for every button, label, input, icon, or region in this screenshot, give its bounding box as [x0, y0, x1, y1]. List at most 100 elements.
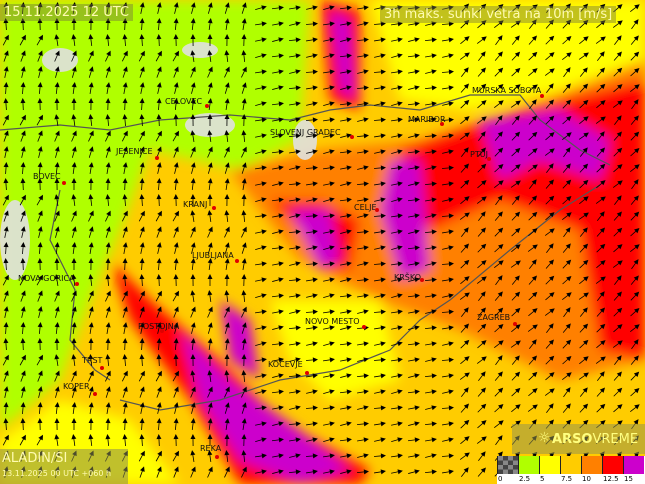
wind-arrow	[37, 370, 43, 382]
wind-arrow	[3, 130, 9, 142]
wind-arrow	[3, 258, 9, 271]
wind-arrow	[340, 21, 352, 27]
wind-arrow	[3, 242, 9, 255]
wind-arrow	[323, 405, 335, 411]
wind-arrow	[357, 5, 369, 11]
wind-arrow	[71, 290, 77, 302]
wind-arrow	[54, 146, 60, 158]
city-marker	[212, 206, 216, 210]
wind-arrow	[579, 339, 589, 349]
wind-arrow	[288, 85, 301, 91]
wind-arrow	[272, 469, 284, 475]
wind-arrow	[407, 101, 420, 107]
wind-arrow	[477, 227, 486, 237]
wind-arrow	[173, 354, 179, 367]
wind-arrow	[425, 53, 437, 59]
wind-arrow	[441, 213, 454, 219]
wind-arrow	[19, 194, 26, 206]
wind-arrow	[271, 293, 284, 299]
wind-arrow	[305, 261, 318, 267]
wind-arrow	[374, 101, 386, 107]
wind-arrow	[339, 389, 352, 395]
wind-arrow	[271, 101, 284, 107]
wind-arrow	[494, 67, 504, 77]
wind-arrow	[122, 242, 128, 254]
wind-arrow	[562, 275, 572, 285]
wind-arrow	[494, 163, 504, 173]
wind-arrow	[562, 339, 572, 349]
wind-arrow	[562, 259, 572, 269]
wind-arrow	[88, 146, 94, 158]
wind-arrow	[408, 261, 420, 267]
wind-arrow	[495, 35, 503, 46]
wind-arrow	[306, 133, 318, 139]
wind-arrow	[271, 341, 284, 347]
wind-arrow	[408, 213, 420, 219]
wind-arrow	[442, 197, 454, 203]
city-label: LJUBLJANA	[192, 251, 234, 260]
wind-arrow	[88, 2, 94, 14]
wind-arrow	[374, 325, 386, 331]
wind-arrow	[323, 133, 335, 139]
wind-arrow	[424, 277, 437, 283]
city-label: BOVEC	[33, 172, 61, 181]
wind-arrow	[3, 18, 9, 31]
wind-arrow	[306, 37, 318, 43]
wind-arrow	[121, 210, 128, 222]
city-label: TRST	[82, 356, 103, 365]
wind-arrow	[139, 2, 145, 14]
wind-arrow	[88, 306, 94, 318]
wind-arrow	[425, 453, 437, 459]
wind-arrow	[391, 453, 403, 459]
legend-label: 5	[540, 475, 545, 483]
wind-arrow	[272, 85, 284, 91]
wind-arrow	[510, 340, 521, 348]
wind-arrow	[54, 50, 60, 62]
wind-arrow	[88, 402, 94, 414]
wind-arrow	[54, 82, 60, 95]
wind-arrow	[494, 3, 504, 13]
wind-arrow	[391, 213, 403, 219]
wind-arrow	[271, 149, 284, 155]
model-info: ALADIN/SI 13.11.2025 00 UTC +060 h	[0, 449, 128, 484]
wind-arrow	[578, 132, 589, 140]
wind-arrow	[122, 338, 128, 351]
wind-arrow	[527, 4, 538, 12]
wind-arrow	[173, 178, 179, 191]
wind-arrow	[255, 309, 267, 315]
wind-arrow	[425, 21, 437, 27]
wind-arrow	[272, 37, 284, 43]
wind-arrow	[306, 53, 318, 59]
wind-arrow	[272, 357, 284, 363]
wind-arrow	[105, 2, 111, 14]
wind-arrow	[630, 227, 640, 237]
wind-arrow	[54, 402, 60, 415]
wind-arrow	[305, 405, 318, 411]
wind-arrow	[272, 117, 284, 123]
wind-arrow	[224, 418, 230, 430]
wind-arrow	[155, 450, 162, 462]
wind-arrow	[207, 290, 213, 302]
wind-arrow	[340, 37, 352, 43]
wind-arrow	[478, 371, 486, 382]
wind-arrow	[241, 162, 247, 174]
wind-arrow	[442, 437, 454, 443]
wind-arrow	[173, 258, 179, 271]
wind-arrow	[460, 403, 470, 413]
wind-arrow	[156, 258, 162, 271]
wind-arrow	[138, 370, 145, 382]
wind-arrow	[562, 163, 571, 173]
wind-arrow	[105, 434, 111, 447]
wind-arrow	[323, 309, 335, 315]
wind-arrow	[139, 114, 145, 127]
wind-arrow	[613, 84, 623, 93]
wind-arrow	[391, 421, 403, 427]
wind-arrow	[2, 274, 9, 286]
wind-arrow	[391, 117, 403, 123]
wind-arrow	[323, 453, 335, 459]
wind-arrow	[477, 307, 486, 317]
wind-arrow	[425, 261, 437, 267]
wind-arrow	[579, 227, 588, 237]
wind-arrow	[340, 181, 352, 187]
wind-arrow	[630, 324, 640, 333]
